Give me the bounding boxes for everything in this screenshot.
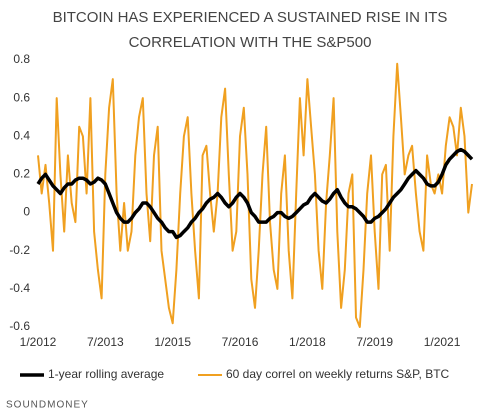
y-tick-label: -0.4: [9, 281, 30, 295]
chart-title: BITCOIN HAS EXPERIENCED A SUSTAINED RISE…: [53, 9, 448, 26]
legend-label: 60 day correl on weekly returns S&P, BTC: [226, 367, 450, 381]
y-tick-label: 0.8: [13, 52, 30, 66]
chart-title: CORRELATION WITH THE S&P500: [129, 34, 372, 51]
source: SOUNDMONEY: [6, 400, 89, 411]
x-tick-label: 7/2013: [87, 335, 124, 349]
series-line: [36, 147, 474, 240]
series-line: [37, 62, 473, 328]
y-tick-label: 0.4: [13, 128, 30, 142]
x-tick-label: 7/2016: [222, 335, 259, 349]
x-tick-label: 1/2012: [20, 335, 57, 349]
x-tick-label: 1/2021: [424, 335, 461, 349]
x-tick-label: 7/2019: [356, 335, 393, 349]
x-tick-label: 1/2018: [289, 335, 326, 349]
y-tick-label: -0.2: [9, 243, 30, 257]
y-tick-label: 0.2: [13, 167, 30, 181]
x-tick-label: 1/2015: [154, 335, 191, 349]
y-tick-label: -0.6: [9, 319, 30, 333]
y-tick-label: 0: [23, 205, 30, 219]
legend-label: 1-year rolling average: [48, 367, 164, 381]
y-tick-label: 0.6: [13, 90, 30, 104]
